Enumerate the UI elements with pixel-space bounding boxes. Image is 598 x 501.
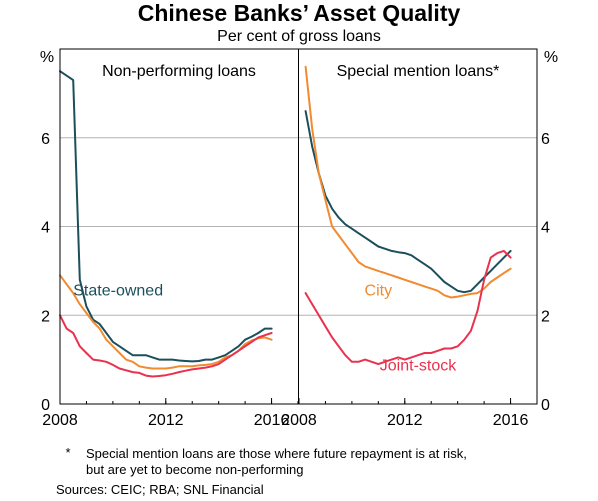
- series-label: State-owned: [73, 282, 163, 299]
- x-tick-label: 2016: [493, 412, 529, 429]
- series-line: [59, 314, 273, 378]
- series-label: Joint-stock: [380, 358, 457, 375]
- x-tick-label: 2016: [254, 412, 290, 429]
- footnote-marker: *: [65, 445, 70, 460]
- plot-area: 2008 2012 2016 Non-performing loans 2008 2012…: [41, 48, 550, 429]
- series-line: [304, 249, 512, 366]
- x-tick-label: 2012: [148, 412, 184, 429]
- y-tick-label-left: 0: [41, 397, 50, 414]
- x-tick-label: 2008: [281, 412, 317, 429]
- footnote-line-1: Special mention loans are those where fu…: [86, 446, 467, 461]
- series-label: City: [365, 282, 393, 299]
- x-tick-label: 2012: [387, 412, 423, 429]
- series-line: [304, 110, 512, 294]
- y-unit-right: %: [544, 49, 558, 66]
- chart-title: Chinese Banks’ Asset Quality: [138, 0, 461, 26]
- panel-title: Non-performing loans: [102, 63, 256, 80]
- y-tick-label-left: 2: [41, 308, 50, 325]
- y-unit-left: %: [40, 49, 54, 66]
- series-line: [59, 70, 273, 363]
- footnote-line-2: but are yet to become non-performing: [86, 462, 304, 477]
- chart-subtitle: Per cent of gross loans: [217, 28, 381, 45]
- y-tick-label-right: 6: [541, 131, 550, 148]
- y-tick-label-right: 0: [541, 397, 550, 414]
- y-tick-label-left: 4: [41, 220, 50, 237]
- x-tick-label: 2008: [42, 412, 78, 429]
- sources: Sources: CEIC; RBA; SNL Financial: [56, 482, 264, 497]
- y-tick-label-left: 6: [41, 131, 50, 148]
- y-tick-label-right: 4: [541, 220, 550, 237]
- panel-title: Special mention loans*: [337, 63, 500, 80]
- series-line: [304, 65, 512, 299]
- y-tick-label-right: 2: [541, 308, 550, 325]
